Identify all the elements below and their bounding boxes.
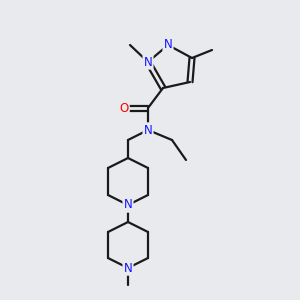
Text: O: O xyxy=(119,101,129,115)
Text: N: N xyxy=(144,124,152,136)
Text: N: N xyxy=(124,199,132,212)
Text: N: N xyxy=(144,56,152,68)
Text: N: N xyxy=(164,38,172,52)
Text: N: N xyxy=(124,262,132,275)
